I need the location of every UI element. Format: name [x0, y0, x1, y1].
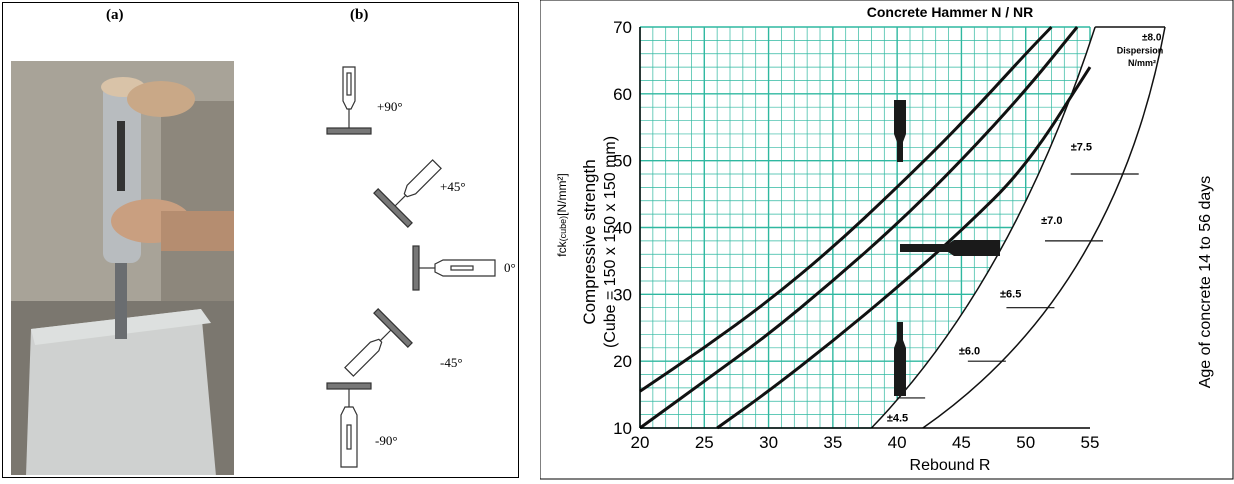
x-tick-label: 35: [823, 433, 842, 452]
hammer-plus90-icon: [326, 66, 372, 135]
x-tick-label: 25: [695, 433, 714, 452]
y-axis-label-line2: (Cube = 150 x 150 x 150 mm): [602, 136, 619, 348]
y-tick-label: 20: [613, 352, 632, 371]
hammer-minus45-icon: [344, 308, 413, 377]
hammer-0-icon: [412, 245, 496, 291]
angle-label-0: 0°: [504, 260, 516, 275]
hammer-minus90-icon: [326, 382, 372, 468]
dispersion-units: N/mm²: [1128, 58, 1156, 68]
right-label-group: Age of concrete 14 to 56 days: [1197, 176, 1214, 389]
age-of-concrete-label: Age of concrete 14 to 56 days: [1197, 176, 1214, 389]
strength-curve-1: [639, 25, 1053, 393]
angle-label-plus90: +90°: [377, 99, 403, 114]
dispersion-mask: [871, 27, 1210, 438]
y-axis-label-group: fck(cube)[N/mm²]: [555, 173, 569, 257]
chart-panel: ±4.5 ±6.0 ±6.5 ±7.0 ±7.5 ±8.0 Dispersion N/mm² …: [539, 0, 1234, 480]
figure-panel-left: (a) (b): [2, 2, 519, 478]
chart-title: Concrete Hammer N / NR: [867, 4, 1034, 20]
y-tick-label: 40: [613, 219, 632, 238]
x-tick-label: 50: [1016, 433, 1035, 452]
subfigure-label-b: (b): [350, 7, 369, 23]
dispersion-label: ±4.5: [887, 412, 908, 424]
x-tick-label: 20: [631, 433, 650, 452]
y-axis-label-line2-group: (Cube = 150 x 150 x 150 mm): [602, 136, 619, 348]
dispersion-label: ±6.5: [1000, 289, 1021, 301]
angle-label-plus45: +45°: [440, 179, 466, 194]
x-tick-label: 55: [1081, 433, 1100, 452]
y-tick-label: 10: [613, 419, 632, 438]
strength-curve-2: [639, 26, 1079, 430]
subfigure-label-a: (a): [106, 7, 124, 23]
dispersion-label: ±7.0: [1041, 215, 1062, 227]
x-tick-label: 30: [759, 433, 778, 452]
y-axis-label-line1-group: Compressive strength: [580, 159, 599, 324]
hammer-horizontal-silhouette-icon: [900, 240, 1000, 256]
y-axis-label-line1: Compressive strength: [580, 159, 599, 324]
orientation-diagram: [326, 66, 496, 468]
chart-curves: [639, 25, 1092, 430]
hammer-up-silhouette-icon: [894, 322, 906, 396]
x-tick-label: 40: [888, 433, 907, 452]
hammer-plus45-icon: [373, 159, 442, 228]
dispersion-label: ±8.0: [1142, 32, 1162, 43]
dispersion-header: Dispersion: [1117, 46, 1164, 56]
y-axis-symbol: fck(cube)[N/mm²]: [555, 173, 569, 257]
photo-illustration: [11, 61, 234, 475]
y-tick-label: 70: [613, 18, 632, 37]
dispersion-label: ±7.5: [1071, 142, 1092, 154]
rebound-hammer-photo: [11, 61, 234, 475]
angle-label-minus45: -45°: [440, 355, 463, 370]
hammer-silhouettes: [894, 100, 1000, 396]
y-tick-label: 30: [613, 285, 632, 304]
x-axis-label: Rebound R: [910, 457, 991, 474]
y-tick-label: 50: [613, 152, 632, 171]
strength-chart: ±4.5±6.0±6.5±7.0±7.5±8.0DispersionN/mm² …: [539, 0, 1234, 480]
dispersion-label: ±6.0: [959, 345, 980, 357]
y-tick-label: 60: [613, 85, 632, 104]
angle-label-minus90: -90°: [375, 433, 398, 448]
dispersion-outer-curve: [922, 26, 1166, 429]
hammer-down-silhouette-icon: [894, 100, 906, 162]
x-tick-label: 45: [952, 433, 971, 452]
strength-curve-3: [716, 66, 1092, 430]
